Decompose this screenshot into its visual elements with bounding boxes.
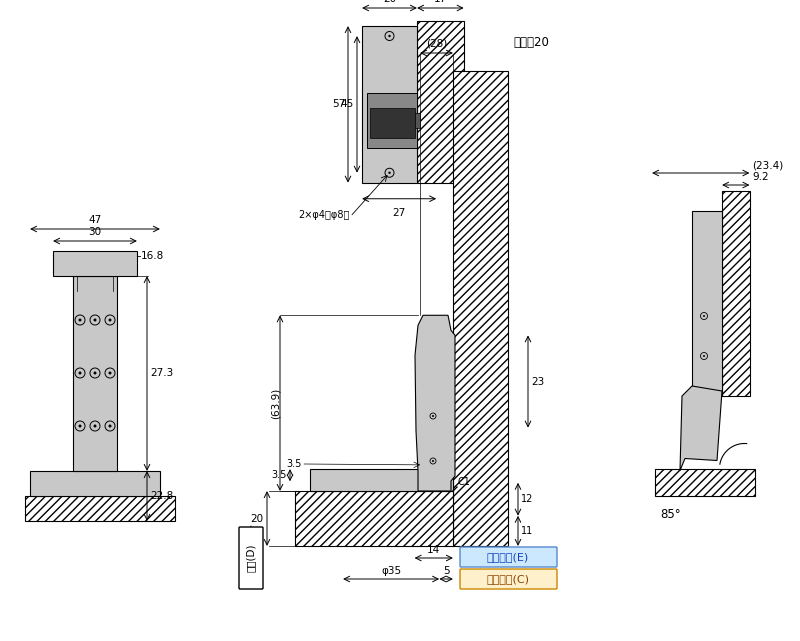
Circle shape xyxy=(94,424,97,428)
Bar xyxy=(722,191,750,396)
Text: 5: 5 xyxy=(443,566,450,576)
Text: 20: 20 xyxy=(383,0,396,4)
Text: 45: 45 xyxy=(341,99,354,110)
Circle shape xyxy=(78,424,82,428)
Text: 11: 11 xyxy=(521,526,534,536)
Text: かぶせ量(E): かぶせ量(E) xyxy=(487,552,529,562)
Text: 2×φ4穴φ8皿: 2×φ4穴φ8皿 xyxy=(298,210,350,220)
FancyBboxPatch shape xyxy=(460,547,557,567)
Text: 47: 47 xyxy=(88,215,102,225)
Polygon shape xyxy=(415,113,420,128)
FancyBboxPatch shape xyxy=(239,527,263,589)
Text: 57: 57 xyxy=(332,99,345,110)
Text: (28): (28) xyxy=(426,39,447,49)
Text: 3.5: 3.5 xyxy=(286,459,302,469)
Circle shape xyxy=(78,319,82,322)
Text: 27: 27 xyxy=(393,208,406,218)
Text: 9.2: 9.2 xyxy=(753,172,769,182)
Text: 17: 17 xyxy=(434,0,447,4)
Text: 27.3: 27.3 xyxy=(150,369,174,378)
Text: 14: 14 xyxy=(427,545,440,555)
Bar xyxy=(417,21,464,183)
Text: (63.9): (63.9) xyxy=(271,388,281,419)
Circle shape xyxy=(388,172,390,174)
Text: 3.5: 3.5 xyxy=(272,470,287,480)
Circle shape xyxy=(94,372,97,374)
Bar xyxy=(453,71,508,546)
Text: 85°: 85° xyxy=(660,508,681,521)
Bar xyxy=(53,251,137,276)
Text: 16.8: 16.8 xyxy=(141,251,164,261)
Circle shape xyxy=(432,415,434,417)
Circle shape xyxy=(94,319,97,322)
Circle shape xyxy=(78,372,82,374)
Circle shape xyxy=(109,319,111,322)
Bar xyxy=(310,469,453,491)
Bar xyxy=(73,276,117,471)
Bar xyxy=(655,469,754,496)
Text: 20: 20 xyxy=(250,513,263,524)
Polygon shape xyxy=(415,315,455,491)
Circle shape xyxy=(109,424,111,428)
Text: 扉厚(D): 扉厚(D) xyxy=(246,544,256,572)
FancyBboxPatch shape xyxy=(460,569,557,589)
Polygon shape xyxy=(680,386,722,470)
Text: 側板厚20: 側板厚20 xyxy=(513,36,549,49)
Text: 23: 23 xyxy=(531,376,544,387)
Bar xyxy=(295,491,453,546)
Text: C1: C1 xyxy=(458,477,471,487)
Text: φ35: φ35 xyxy=(381,566,401,576)
Circle shape xyxy=(432,460,434,462)
Bar xyxy=(367,93,417,147)
Text: (23.4): (23.4) xyxy=(753,160,784,170)
Bar xyxy=(30,471,160,496)
Bar xyxy=(25,496,175,521)
Text: 30: 30 xyxy=(89,227,102,237)
Circle shape xyxy=(703,355,705,357)
Bar xyxy=(362,26,417,183)
Circle shape xyxy=(109,372,111,374)
Circle shape xyxy=(703,315,705,317)
Circle shape xyxy=(388,35,390,37)
Bar xyxy=(370,108,415,138)
Text: 22.8: 22.8 xyxy=(150,491,174,501)
Text: カット量(C): カット量(C) xyxy=(486,574,530,584)
Text: 12: 12 xyxy=(521,494,534,504)
Bar xyxy=(692,211,722,396)
